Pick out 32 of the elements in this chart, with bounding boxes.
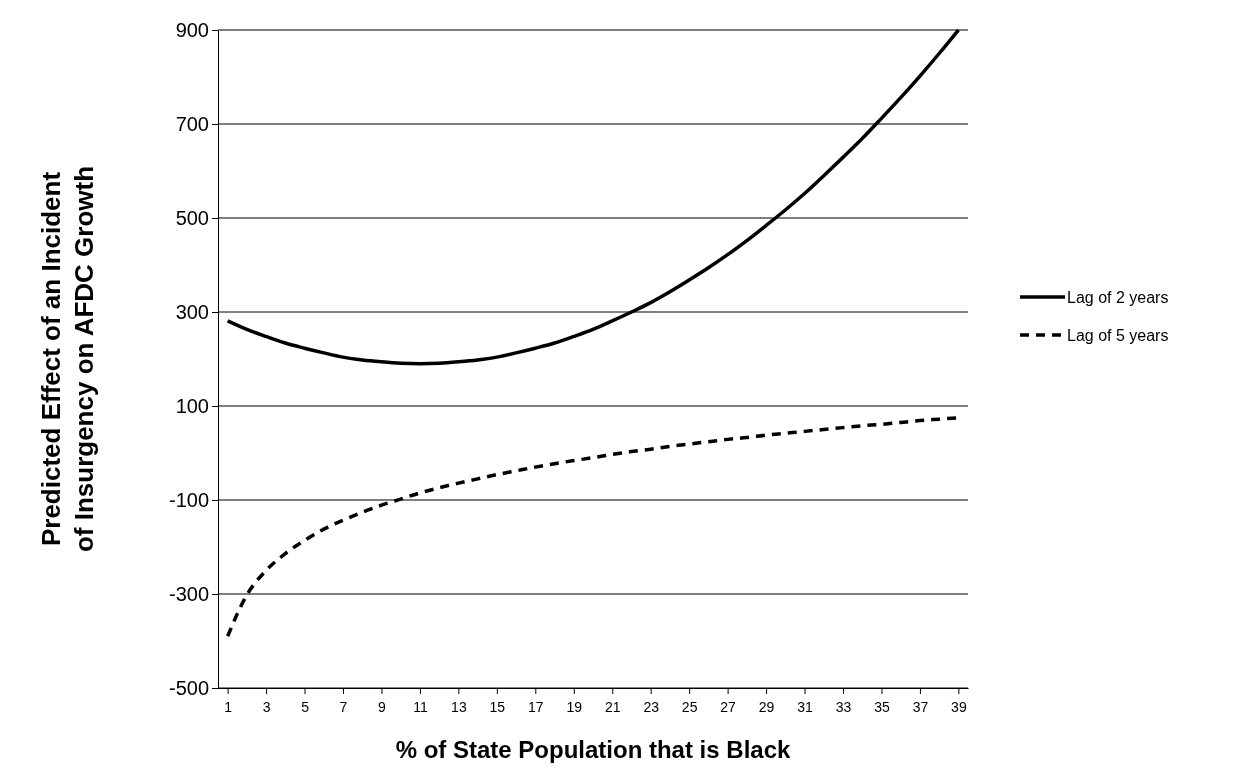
y-tick-label: 500 bbox=[175, 206, 209, 229]
x-tick-label: 13 bbox=[451, 699, 467, 716]
x-tick-label: 9 bbox=[378, 699, 387, 716]
y-tick-label: -100 bbox=[168, 488, 209, 511]
y-tick-label: -500 bbox=[168, 676, 209, 699]
x-tick-label: 37 bbox=[912, 699, 929, 716]
x-tick-label: 27 bbox=[720, 699, 737, 716]
y-tick-label: 100 bbox=[175, 394, 209, 417]
y-tick-label: 300 bbox=[175, 300, 209, 323]
x-tick-label: 23 bbox=[643, 699, 660, 716]
x-tick-label: 31 bbox=[797, 699, 814, 716]
x-tick-label: 39 bbox=[951, 699, 967, 716]
x-tick-label: 5 bbox=[301, 699, 310, 716]
x-tick-label: 1 bbox=[224, 699, 233, 716]
x-tick-label: 33 bbox=[835, 699, 852, 716]
x-axis-title: % of State Population that is Black bbox=[395, 736, 792, 763]
y-tick-label: 900 bbox=[175, 18, 209, 41]
y-axis-title: Predicted Effect of an Incident of Insurgency on AFDC Growth bbox=[36, 165, 99, 553]
x-tick-label: 7 bbox=[339, 699, 348, 716]
legend-label: Lag of 5 years bbox=[1067, 326, 1169, 344]
x-tick-label: 35 bbox=[874, 699, 890, 716]
y-tick-label: 700 bbox=[175, 112, 209, 135]
x-tick-label: 29 bbox=[758, 699, 775, 716]
x-tick-label: 11 bbox=[413, 699, 428, 716]
legend-label: Lag of 2 years bbox=[1067, 288, 1169, 306]
x-tick-label: 21 bbox=[604, 699, 621, 716]
x-tick-label: 17 bbox=[528, 699, 544, 716]
y-tick-label: -300 bbox=[168, 582, 209, 605]
x-tick-label: 3 bbox=[262, 699, 271, 716]
x-tick-label: 25 bbox=[681, 699, 698, 716]
x-tick-label: 19 bbox=[566, 699, 583, 716]
x-tick-label: 15 bbox=[489, 699, 506, 716]
